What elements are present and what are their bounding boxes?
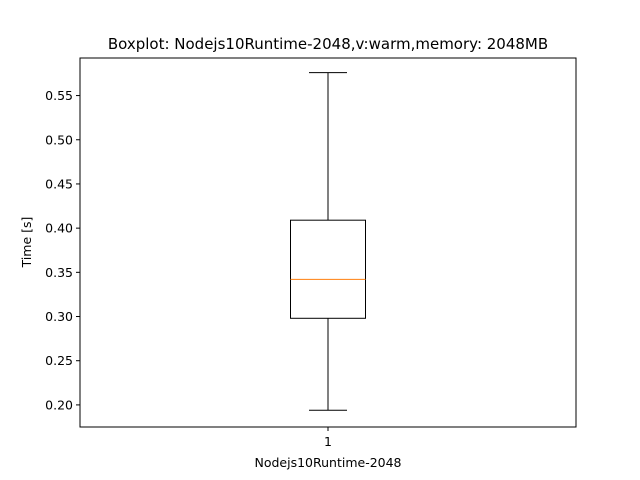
y-axis-label: Time [s]: [19, 217, 34, 269]
x-axis-ticks: 1: [324, 427, 332, 449]
y-tick-label: 0.20: [45, 397, 73, 412]
y-tick-label: 0.55: [45, 88, 73, 103]
box-element: [290, 72, 366, 411]
y-tick-label: 0.45: [45, 176, 73, 191]
y-axis-ticks: 0.20 0.25 0.30 0.35 0.40 0.45 0.50 0.55: [45, 88, 80, 412]
x-tick-label: 1: [324, 434, 332, 449]
y-tick-label: 0.25: [45, 353, 73, 368]
y-tick-label: 0.30: [45, 309, 73, 324]
y-tick-label: 0.35: [45, 265, 73, 280]
y-tick-label: 0.40: [45, 221, 73, 236]
chart-title: Boxplot: Nodejs10Runtime-2048,v:warm,mem…: [108, 35, 548, 53]
interquartile-box: [290, 219, 366, 319]
y-tick-label: 0.50: [45, 132, 73, 147]
plot-area: [290, 72, 366, 411]
x-axis-label: Nodejs10Runtime-2048: [254, 455, 401, 470]
